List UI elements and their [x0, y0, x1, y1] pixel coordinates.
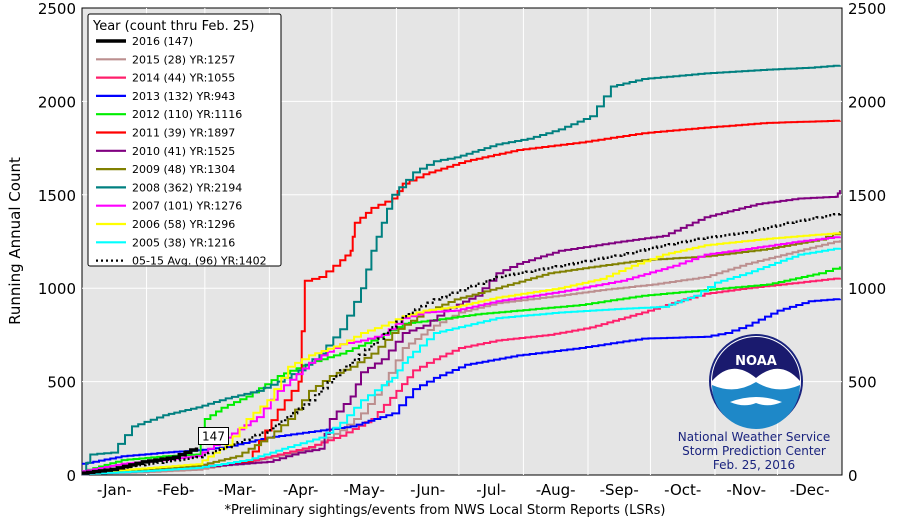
- logo-bird: [730, 397, 782, 406]
- series-line: [82, 236, 841, 473]
- axes: 0 0 500 500 1000 1000 1500 1500 2000 2000 2500 2500…: [38, 0, 886, 499]
- y-tick-label-right: 0: [848, 467, 858, 485]
- legend-label: 2009 (48) YR:1304: [132, 163, 235, 176]
- logo-lower: [712, 382, 800, 429]
- logo-text: NOAA: [735, 354, 777, 369]
- y-tick-label-left: 2500: [38, 0, 76, 18]
- y-tick-label-right: 2500: [848, 0, 886, 18]
- x-tick-label: -Jul-: [476, 481, 506, 499]
- legend-label: 2005 (38) YR:1216: [132, 236, 235, 249]
- legend-items: 2016 (147) 2015 (28) YR:1257 2014 (44) YR:…: [96, 35, 267, 268]
- y-tick-label-right: 500: [848, 374, 877, 392]
- legend-label: 2013 (132) YR:943: [132, 90, 235, 103]
- x-tick-label: -Jun-: [410, 481, 445, 499]
- x-tick-label: -Aug-: [536, 481, 576, 499]
- series-line: [82, 247, 841, 476]
- series-line: [82, 298, 841, 465]
- legend-label: 2011 (39) YR:1897: [132, 127, 235, 140]
- y-tick-label-left: 1000: [38, 280, 76, 298]
- x-tick-label: -Sep-: [600, 481, 639, 499]
- y-tick-label-right: 2000: [848, 93, 886, 111]
- y-tick-label-left: 0: [66, 467, 76, 485]
- legend-label: 2006 (58) YR:1296: [132, 218, 235, 231]
- series-line: [82, 212, 842, 475]
- footnote: *Preliminary sightings/events from NWS L…: [224, 503, 665, 518]
- y-tick-label-right: 1000: [848, 280, 886, 298]
- x-tick-label: -Oct-: [664, 481, 701, 499]
- current-count-box: [198, 427, 229, 445]
- x-tick-label: -Mar-: [218, 481, 256, 499]
- x-tick-label: -May-: [343, 481, 385, 499]
- legend-label: 2012 (110) YR:1116: [132, 108, 242, 121]
- series-line: [82, 64, 841, 473]
- logo-upper: [712, 337, 800, 381]
- y-tick-label-left: 500: [47, 374, 76, 392]
- legend-label: 2008 (362) YR:2194: [132, 181, 242, 194]
- legend-label: 2015 (28) YR:1257: [132, 53, 235, 66]
- legend-label: 2014 (44) YR:1055: [132, 72, 235, 85]
- legend-label: 2010 (41) YR:1525: [132, 145, 235, 158]
- y-axis-label: Running Annual Count: [6, 157, 24, 325]
- legend-label: 2007 (101) YR:1276: [132, 200, 242, 213]
- y-tick-label-right: 1500: [848, 187, 886, 205]
- legend-box: [87, 13, 282, 267]
- y-tick-label-left: 2000: [38, 93, 76, 111]
- current-count-marker: 147: [198, 427, 229, 445]
- nws-line3: Feb. 25, 2016: [713, 458, 795, 472]
- series-line: [82, 232, 841, 475]
- x-tick-label: -Jan-: [97, 481, 132, 499]
- nws-line2: Storm Prediction Center: [682, 444, 826, 458]
- nws-line1: National Weather Service: [678, 430, 831, 444]
- series-line: [82, 240, 841, 476]
- legend: Year (count thru Feb. 25) 2016 (147) 2015…: [87, 13, 282, 268]
- y-tick-label-left: 1500: [38, 187, 76, 205]
- x-tick-label: -Nov-: [726, 481, 766, 499]
- x-tick-label: -Dec-: [790, 481, 830, 499]
- series-lines: [82, 64, 842, 476]
- x-tick-label: -Apr-: [283, 481, 319, 499]
- x-tick-label: -Feb-: [157, 481, 194, 499]
- current-count-label: 147: [202, 430, 225, 444]
- legend-label: 2016 (147): [132, 35, 193, 48]
- legend-label: 05-15 Avg. (96) YR:1402: [132, 255, 267, 268]
- series-line: [82, 231, 841, 475]
- legend-title: Year (count thru Feb. 25): [92, 19, 254, 34]
- series-line: [82, 447, 199, 475]
- noaa-logo: NOAA: [709, 334, 803, 429]
